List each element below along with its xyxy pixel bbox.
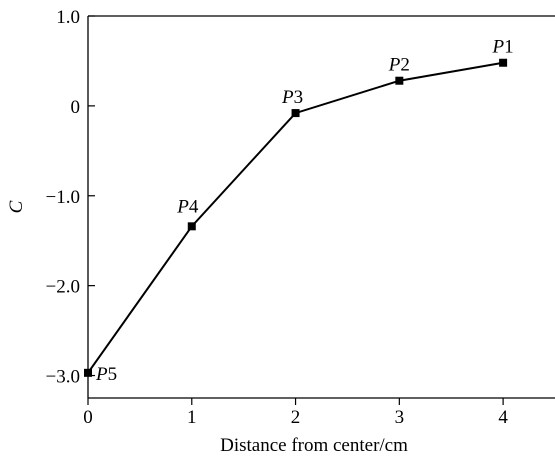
point-label-number: 5	[108, 364, 118, 385]
x-axis-title: Distance from center/cm	[220, 435, 408, 456]
data-point	[395, 76, 404, 85]
point-label-number: 4	[189, 196, 199, 217]
x-tick-label: 0	[83, 407, 93, 428]
data-point	[291, 109, 300, 118]
data-point	[499, 58, 508, 67]
y-tick-label: −1.0	[46, 187, 80, 208]
data-point	[187, 222, 196, 231]
data-point	[84, 368, 92, 377]
x-tick-label: 1	[187, 407, 197, 428]
y-tick-label: −2.0	[46, 277, 80, 298]
point-label: P5	[95, 364, 117, 385]
ticks: 0 1 2 3 4 1.0 0 −1.0 −2.0 −3.0	[46, 7, 509, 428]
point-label-letter: P	[388, 55, 401, 76]
y-axis-title: C	[6, 200, 27, 213]
y-tick-label: −3.0	[46, 367, 80, 388]
point-label-number: 1	[504, 37, 513, 58]
axes	[87, 15, 555, 399]
point-label: P3	[281, 87, 303, 108]
x-tick-label: 4	[498, 407, 508, 428]
point-label: P2	[388, 55, 410, 76]
point-label: P4	[176, 196, 199, 217]
point-label-letter: P	[492, 37, 505, 58]
y-tick-label: 0	[71, 97, 81, 118]
point-label-letter: P	[176, 196, 189, 217]
x-tick-label: 3	[395, 407, 405, 428]
y-tick-label: 1.0	[56, 7, 80, 28]
point-label-number: 2	[400, 55, 410, 76]
point-label-letter: P	[95, 364, 108, 385]
point-label: P1	[492, 37, 514, 58]
point-label-number: 3	[294, 87, 304, 108]
x-tick-label: 2	[291, 407, 301, 428]
point-label-letter: P	[281, 87, 294, 108]
